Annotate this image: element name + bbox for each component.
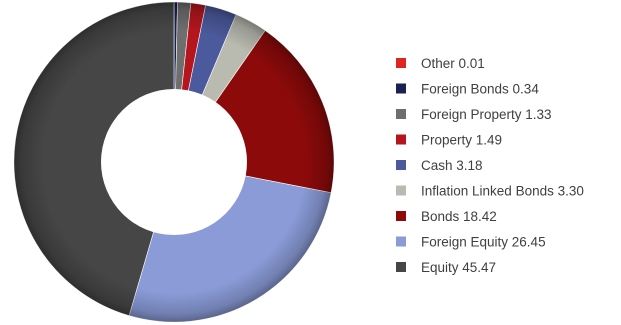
legend-label-property: Property 1.49 [421,133,502,148]
legend-item-foreign-bonds: Foreign Bonds 0.34 [396,82,539,97]
legend-label-equity: Equity 45.47 [421,260,496,275]
legend-swatch-inflation-linked-bonds [396,185,406,196]
legend-label-foreign-bonds: Foreign Bonds 0.34 [421,82,539,97]
legend-item-inflation-linked-bonds: Inflation Linked Bonds 3.30 [396,184,584,199]
legend-label-foreign-property: Foreign Property 1.33 [421,107,552,122]
legend-swatch-bonds [396,211,406,221]
legend-label-inflation-linked-bonds: Inflation Linked Bonds 3.30 [421,184,584,199]
donut-hole [101,89,247,235]
legend-swatch-other [396,58,406,68]
legend-label-foreign-equity: Foreign Equity 26.45 [421,235,546,250]
legend-item-cash: Cash 3.18 [396,158,483,173]
legend-item-equity: Equity 45.47 [396,260,496,275]
legend-swatch-equity [396,262,406,272]
legend-swatch-foreign-bonds [396,83,406,94]
legend-label-cash: Cash 3.18 [421,158,483,173]
legend-label-other: Other 0.01 [421,56,485,71]
legend: Other 0.01 Foreign Bonds 0.34 Foreign Prop… [396,56,584,275]
legend-item-property: Property 1.49 [396,133,502,148]
legend-label-bonds: Bonds 18.42 [421,209,497,224]
legend-item-foreign-property: Foreign Property 1.33 [396,107,552,122]
legend-swatch-foreign-equity [396,236,406,247]
legend-item-other: Other 0.01 [396,56,485,71]
legend-swatch-foreign-property [396,109,406,119]
legend-swatch-cash [396,160,406,170]
legend-swatch-property [396,134,406,145]
legend-item-foreign-equity: Foreign Equity 26.45 [396,235,546,250]
legend-item-bonds: Bonds 18.42 [396,209,497,224]
